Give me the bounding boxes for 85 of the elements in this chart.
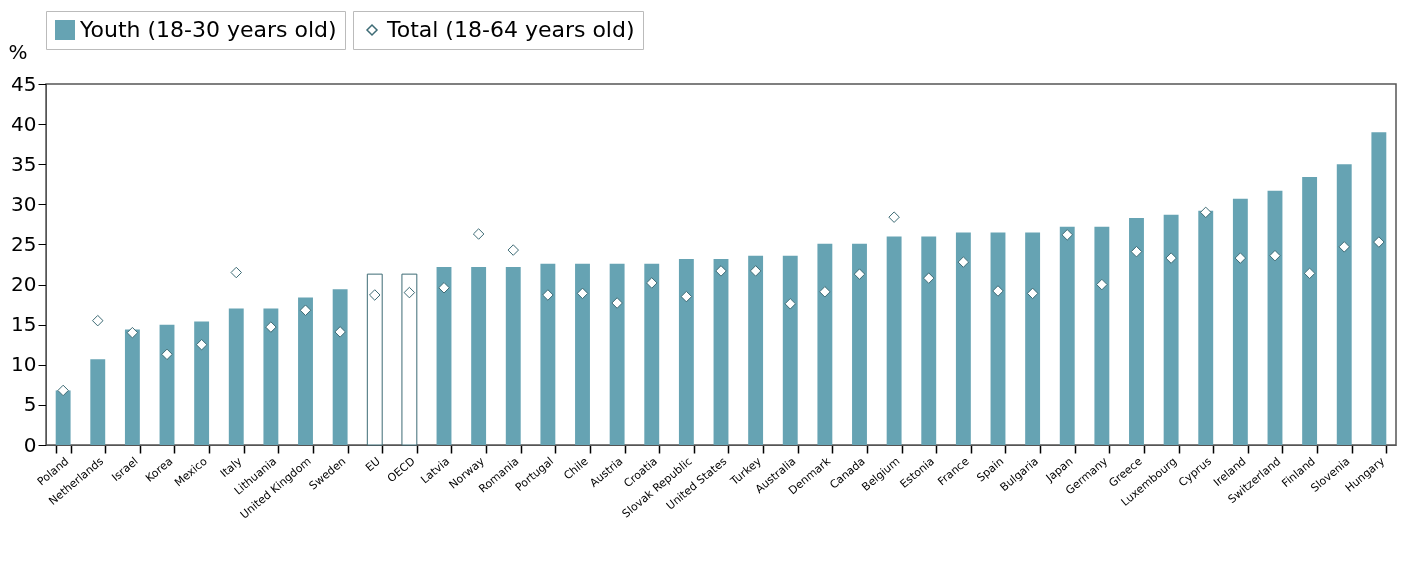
- point: [576, 287, 589, 300]
- bar: [263, 308, 279, 445]
- point: [299, 304, 312, 316]
- bar: [644, 263, 660, 445]
- bar: [782, 255, 798, 445]
- bar: [471, 266, 487, 445]
- point: [57, 384, 69, 397]
- bar: [540, 263, 556, 445]
- y-tick-label: 25: [11, 231, 37, 256]
- point: [438, 282, 450, 294]
- bar: [159, 324, 175, 445]
- point: [1165, 252, 1177, 264]
- point: [923, 272, 935, 284]
- point: [749, 265, 762, 277]
- point: [126, 326, 139, 339]
- bar: [332, 289, 348, 445]
- y-tick-label: 40: [11, 111, 37, 136]
- point: [957, 256, 970, 268]
- x-tick-label: EU: [363, 454, 383, 475]
- bar: [1059, 226, 1075, 445]
- point: [161, 348, 173, 361]
- point: [1200, 206, 1212, 219]
- point: [611, 297, 623, 309]
- y-tick-label: 30: [11, 191, 37, 216]
- bar: [401, 273, 418, 446]
- point: [1234, 252, 1247, 264]
- y-tick-label: 0: [23, 432, 37, 457]
- bar: [748, 255, 764, 445]
- bar: [713, 258, 729, 445]
- bar: [90, 359, 106, 445]
- y-tick-label: 20: [11, 272, 37, 297]
- point: [715, 265, 727, 277]
- point: [1130, 245, 1143, 258]
- bar: [1129, 217, 1144, 445]
- bar: [505, 266, 521, 445]
- bar: [1371, 132, 1387, 445]
- point: [819, 286, 831, 298]
- bar: [55, 390, 71, 445]
- bar: [955, 232, 971, 445]
- bar: [194, 321, 210, 445]
- point: [1338, 241, 1350, 253]
- point: [1026, 287, 1039, 300]
- point: [265, 321, 277, 333]
- bar: [1302, 177, 1318, 445]
- point: [1096, 278, 1108, 291]
- point: [853, 268, 866, 280]
- bar: [1267, 190, 1283, 445]
- bar: [609, 263, 625, 445]
- bar: [852, 243, 867, 445]
- bar: [228, 308, 244, 445]
- bar: [1198, 210, 1214, 445]
- point: [1061, 229, 1073, 241]
- bar: [124, 329, 140, 445]
- y-tick-label: 15: [11, 312, 37, 337]
- point: [334, 326, 346, 338]
- point: [784, 298, 796, 310]
- y-tick-label: 5: [23, 392, 37, 417]
- y-tick-label: 45: [11, 71, 37, 96]
- bar: [436, 266, 452, 445]
- point: [992, 285, 1004, 297]
- point: [1303, 267, 1316, 280]
- point: [1269, 249, 1281, 262]
- point: [680, 290, 693, 303]
- bar: [1336, 164, 1352, 445]
- bar: [366, 273, 383, 446]
- bar: [886, 236, 902, 445]
- point: [646, 277, 658, 289]
- bar: [575, 263, 590, 445]
- bar: [1094, 226, 1110, 445]
- bar: [678, 258, 694, 445]
- bar: [1025, 232, 1041, 445]
- point: [195, 338, 208, 351]
- legend-label: Youth (18-30 years old): [79, 17, 337, 42]
- bar: [1232, 198, 1248, 445]
- bar: [990, 232, 1006, 445]
- point: [542, 289, 554, 301]
- y-tick-label: 35: [11, 151, 37, 176]
- point: [1373, 236, 1385, 248]
- y-axis-title: %: [8, 39, 28, 64]
- y-tick-label: 10: [11, 352, 37, 377]
- bar: [921, 236, 937, 445]
- bar: [817, 243, 833, 445]
- bar: [298, 297, 313, 445]
- legend-label: Total (18-64 years old): [386, 17, 635, 42]
- bar: [1163, 214, 1179, 445]
